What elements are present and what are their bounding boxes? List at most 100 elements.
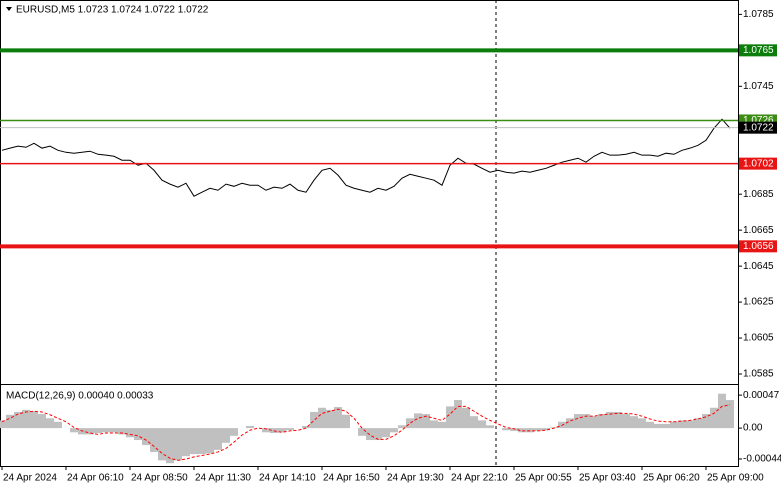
macd-bar [334,407,342,429]
macd-bar [438,421,446,429]
macd-bar [478,420,486,429]
chart-title: EURUSD,M5 1.0723 1.0724 1.0722 1.0722 [16,5,209,16]
macd-bar [278,428,286,433]
macd-bar [302,426,310,429]
macd-bar [486,425,494,429]
y-tick-label: 1.0645 [743,261,774,272]
macd-bar [230,428,238,436]
macd-bar [6,414,14,429]
x-tick-label: 25 Apr 00:55 [515,473,572,484]
macd-bar [374,428,382,441]
y-tick-label: 0.00 [743,423,763,434]
macd-bar [262,428,270,433]
macd-bar [366,428,374,441]
macd-bar [454,400,462,429]
y-tick-label: 1.0685 [743,189,774,200]
price-badge-label: 1.0656 [743,241,774,252]
x-tick-label: 24 Apr 16:50 [323,473,380,484]
macd-bar [150,428,158,452]
macd-bar [694,418,702,429]
macd-bar [390,428,398,433]
price-badge-label: 1.0702 [743,158,774,169]
macd-bar [214,428,222,450]
price-badge-label: 1.0726 [743,115,774,126]
x-tick-label: 24 Apr 14:10 [259,473,316,484]
macd-bar [622,414,630,429]
macd-bar [94,428,102,434]
price-badge [739,157,777,170]
y-tick-label: 1.0625 [743,297,774,308]
macd-bar [518,428,526,433]
price-badge [739,44,777,57]
macd-bar [582,414,590,429]
macd-bar [198,428,206,455]
macd-bar [462,407,470,429]
macd-bar [686,420,694,429]
y-tick-label: 1.0585 [743,369,774,380]
macd-bar [70,428,78,433]
macd-bar [102,428,110,433]
x-tick-label: 24 Apr 06:10 [67,473,124,484]
y-tick-label: 0.00047 [743,390,780,401]
macd-bar [606,411,614,429]
macd-bar [598,414,606,429]
macd-bar [246,426,254,429]
macd-bar [38,414,46,429]
macd-bar [422,414,430,429]
macd-bar [678,420,686,429]
macd-bar [614,411,622,429]
macd-bar [182,428,190,457]
macd-bar [30,411,38,429]
macd-bar [134,428,142,441]
y-tick-label: 1.0745 [743,81,774,92]
macd-bar [286,428,294,431]
macd-bar [126,428,134,438]
macd-bar [166,428,174,464]
macd-bar [118,428,126,435]
macd-bar [726,400,734,429]
macd-bar [430,420,438,429]
macd-bar [710,407,718,429]
macd-bar [470,416,478,429]
macd-bar [446,406,454,429]
x-tick-label: 24 Apr 08:50 [131,473,188,484]
x-tick-label: 25 Apr 03:40 [579,473,636,484]
macd-bar [654,423,662,429]
macd-bar [174,428,182,461]
macd-bar [22,409,30,429]
macd-bar [54,421,62,429]
macd-bar [526,428,534,433]
macd-bar [662,423,670,429]
macd-bar [110,428,118,433]
macd-bar [670,421,678,429]
macd-bar [14,411,22,429]
x-tick-label: 25 Apr 09:00 [707,473,764,484]
x-tick-label: 24 Apr 22:10 [451,473,508,484]
price-badge-label: 1.0765 [743,45,774,56]
price-badge [739,121,777,134]
macd-bar [342,414,350,429]
macd-bar [590,416,598,429]
x-tick-label: 25 Apr 06:20 [643,473,700,484]
macd-bar [646,421,654,429]
macd-bar [534,428,542,431]
macd-bar [326,409,334,429]
price-line [1,118,731,197]
macd-bar [206,428,214,454]
macd-bar [222,428,230,443]
macd-bar [702,414,710,429]
macd-title: MACD(12,26,9) 0.00040 0.00033 [6,391,154,402]
x-tick-label: 24 Apr 19:30 [387,473,444,484]
price-badge-label: 1.0722 [743,122,774,133]
macd-bar [158,428,166,461]
macd-bar [310,411,318,429]
macd-bar [542,428,550,431]
macd-bar [566,418,574,429]
macd-bar [46,418,54,429]
x-tick-label: 24 Apr 11:30 [195,473,251,484]
y-tick-label: 1.0665 [743,225,774,236]
y-tick-label: 1.0785 [743,9,774,20]
menu-arrow [6,7,12,11]
